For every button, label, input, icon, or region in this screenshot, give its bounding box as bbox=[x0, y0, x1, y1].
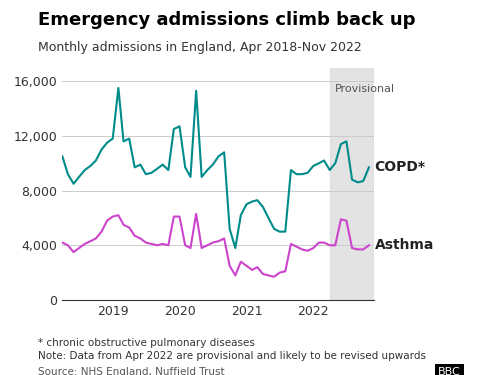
Text: Note: Data from Apr 2022 are provisional and likely to be revised upwards: Note: Data from Apr 2022 are provisional… bbox=[38, 351, 426, 361]
Text: * chronic obstructive pulmonary diseases: * chronic obstructive pulmonary diseases bbox=[38, 338, 255, 348]
Text: Emergency admissions climb back up: Emergency admissions climb back up bbox=[38, 11, 416, 29]
Text: COPD*: COPD* bbox=[374, 160, 426, 174]
Text: Asthma: Asthma bbox=[374, 238, 434, 252]
Text: Monthly admissions in England, Apr 2018-Nov 2022: Monthly admissions in England, Apr 2018-… bbox=[38, 41, 362, 54]
Text: BBC: BBC bbox=[438, 367, 461, 375]
Bar bbox=[330, 68, 374, 300]
Text: Source: NHS England, Nuffield Trust: Source: NHS England, Nuffield Trust bbox=[38, 367, 225, 375]
Text: Provisional: Provisional bbox=[335, 84, 396, 94]
